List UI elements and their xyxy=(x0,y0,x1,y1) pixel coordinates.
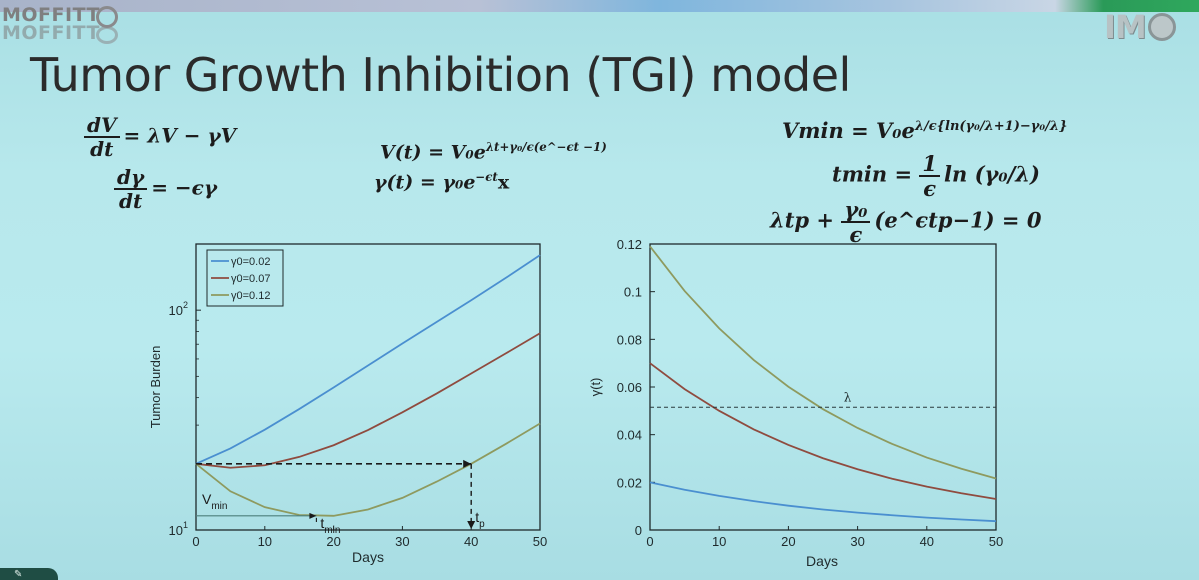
y-axis-label-right: γ(t) xyxy=(588,378,603,397)
x-tick-label-right: 20 xyxy=(781,534,795,549)
series-line-right-3 xyxy=(649,245,997,480)
moffitt-logo: MOFFITT MOFFITT xyxy=(2,4,124,48)
x-axis-label-left: Days xyxy=(352,549,384,565)
legend-label: γ0=0.07 xyxy=(231,273,270,285)
x-tick-label-left: 40 xyxy=(464,534,478,549)
legend-label: γ0=0.12 xyxy=(231,290,270,302)
x-tick-label-left: 30 xyxy=(395,534,409,549)
y-tick-label-right: 0.06 xyxy=(617,380,642,395)
equation-v-of-t: V(t) = V₀eλt+γ₀/ϵ(e^−ϵt −1) xyxy=(380,140,607,164)
y-tick-label-right: 0.08 xyxy=(617,332,642,347)
arrow-head-vmin xyxy=(309,512,317,519)
lambda-label: λ xyxy=(844,390,852,404)
series-line-right-2 xyxy=(649,362,997,500)
x-tick-label-right: 0 xyxy=(646,534,653,549)
x-tick-label-left: 10 xyxy=(258,534,272,549)
legend-label: γ0=0.02 xyxy=(231,256,270,268)
pen-icon[interactable]: ✎ xyxy=(14,569,23,580)
x-tick-label-right: 10 xyxy=(712,534,726,549)
y-tick-label-right: 0.12 xyxy=(617,237,642,252)
y-axis-label-left: Tumor Burden xyxy=(148,346,163,429)
x-tick-label-left: 20 xyxy=(326,534,340,549)
series-line-left-1 xyxy=(195,254,541,465)
equation-tmin: tmin = 1 ϵ ln (γ₀/λ) xyxy=(832,151,1040,202)
plot-area-left xyxy=(195,243,541,531)
equation-dv-dt: dV dt = λV − γV xyxy=(84,114,236,160)
arrow-head-tp-vertical xyxy=(467,521,476,529)
imo-logo: IM xyxy=(1104,8,1176,46)
y-tick-label-right: 0.04 xyxy=(617,428,642,443)
equation-vmin: Vmin = V₀eλ/ϵ{ln(γ₀/λ+1)−γ₀/λ} xyxy=(782,118,1068,143)
series-line-left-3 xyxy=(195,422,541,517)
tp-label: tp xyxy=(475,509,485,530)
x-tick-label-left: 0 xyxy=(192,534,199,549)
x-tick-label-right: 30 xyxy=(850,534,864,549)
y-tick-label-right: 0 xyxy=(635,523,642,538)
equation-dgamma-dt: dγ dt = −ϵγ xyxy=(114,166,217,212)
top-color-band xyxy=(0,0,1199,12)
plot-area-right xyxy=(649,243,997,531)
footer-toolbar-tab[interactable] xyxy=(0,568,58,580)
x-tick-label-left: 50 xyxy=(533,534,547,549)
arrow-head-tp-horizontal xyxy=(463,459,472,468)
x-axis-label-right: Days xyxy=(806,553,838,569)
equation-tp: λtp + γ₀ ϵ (e^ϵtp−1) = 0 xyxy=(770,197,1042,248)
y-tick-label-right: 0.1 xyxy=(624,285,642,300)
y-tick-label-right: 0.02 xyxy=(617,475,642,490)
x-tick-label-right: 50 xyxy=(989,534,1003,549)
x-tick-label-right: 40 xyxy=(920,534,934,549)
equation-gamma-of-t: γ(t) = γ₀e−ϵtx xyxy=(374,170,510,194)
slide-title: Tumor Growth Inhibition (TGI) model xyxy=(30,48,851,102)
series-line-left-2 xyxy=(195,332,541,469)
series-line-right-1 xyxy=(649,481,997,523)
